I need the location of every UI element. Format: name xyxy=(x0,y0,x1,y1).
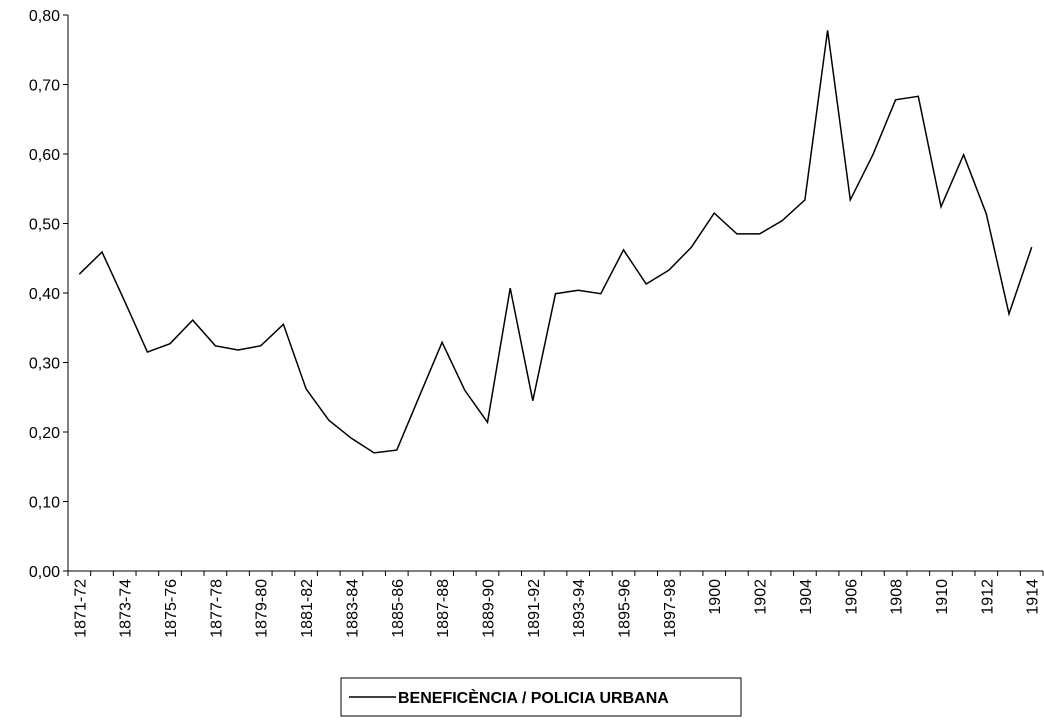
y-tick-label: 0,60 xyxy=(29,147,60,164)
line-series xyxy=(78,30,1033,454)
y-tick-label: 0,00 xyxy=(29,564,60,581)
x-tick-label: 1883-84 xyxy=(344,579,361,638)
x-tick-label: 1873-74 xyxy=(118,579,135,638)
legend-label: BENEFICÈNCIA / POLICIA URBANA xyxy=(398,688,669,707)
y-tick-label: 0,30 xyxy=(29,356,60,373)
x-tick-label: 1879-80 xyxy=(254,579,271,638)
x-tick-label: 1893-94 xyxy=(571,579,588,638)
x-tick-label: 1877-78 xyxy=(208,579,225,638)
legend-box xyxy=(340,677,742,717)
x-tick-label: 1900 xyxy=(707,579,724,615)
y-tick-label: 0,40 xyxy=(29,286,60,303)
x-tick-label: 1885-86 xyxy=(390,579,407,638)
x-tick-label: 1891-92 xyxy=(526,579,543,638)
x-tick-label: 1875-76 xyxy=(163,579,180,638)
y-tick-label: 0,80 xyxy=(29,8,60,25)
x-tick-label: 1895-96 xyxy=(617,579,634,638)
x-tick-label: 1910 xyxy=(934,579,951,615)
y-tick-label: 0,20 xyxy=(29,425,60,442)
x-tick-label: 1881-82 xyxy=(299,579,316,638)
x-tick-label: 1906 xyxy=(843,579,860,615)
x-tick-label: 1871-72 xyxy=(72,579,89,638)
x-tick-label: 1904 xyxy=(798,579,815,615)
x-tick-label: 1889-90 xyxy=(480,579,497,638)
x-tick-label: 1912 xyxy=(979,579,996,615)
x-tick-label: 1887-88 xyxy=(435,579,452,638)
y-tick-label: 0,10 xyxy=(29,495,60,512)
x-tick-label: 1897-98 xyxy=(662,579,679,638)
x-tick-label: 1908 xyxy=(889,579,906,615)
x-tick-label: 1902 xyxy=(753,579,770,615)
y-tick-label: 0,70 xyxy=(29,78,60,95)
x-tick-label: 1914 xyxy=(1025,579,1042,615)
y-tick-label: 0,50 xyxy=(29,217,60,234)
